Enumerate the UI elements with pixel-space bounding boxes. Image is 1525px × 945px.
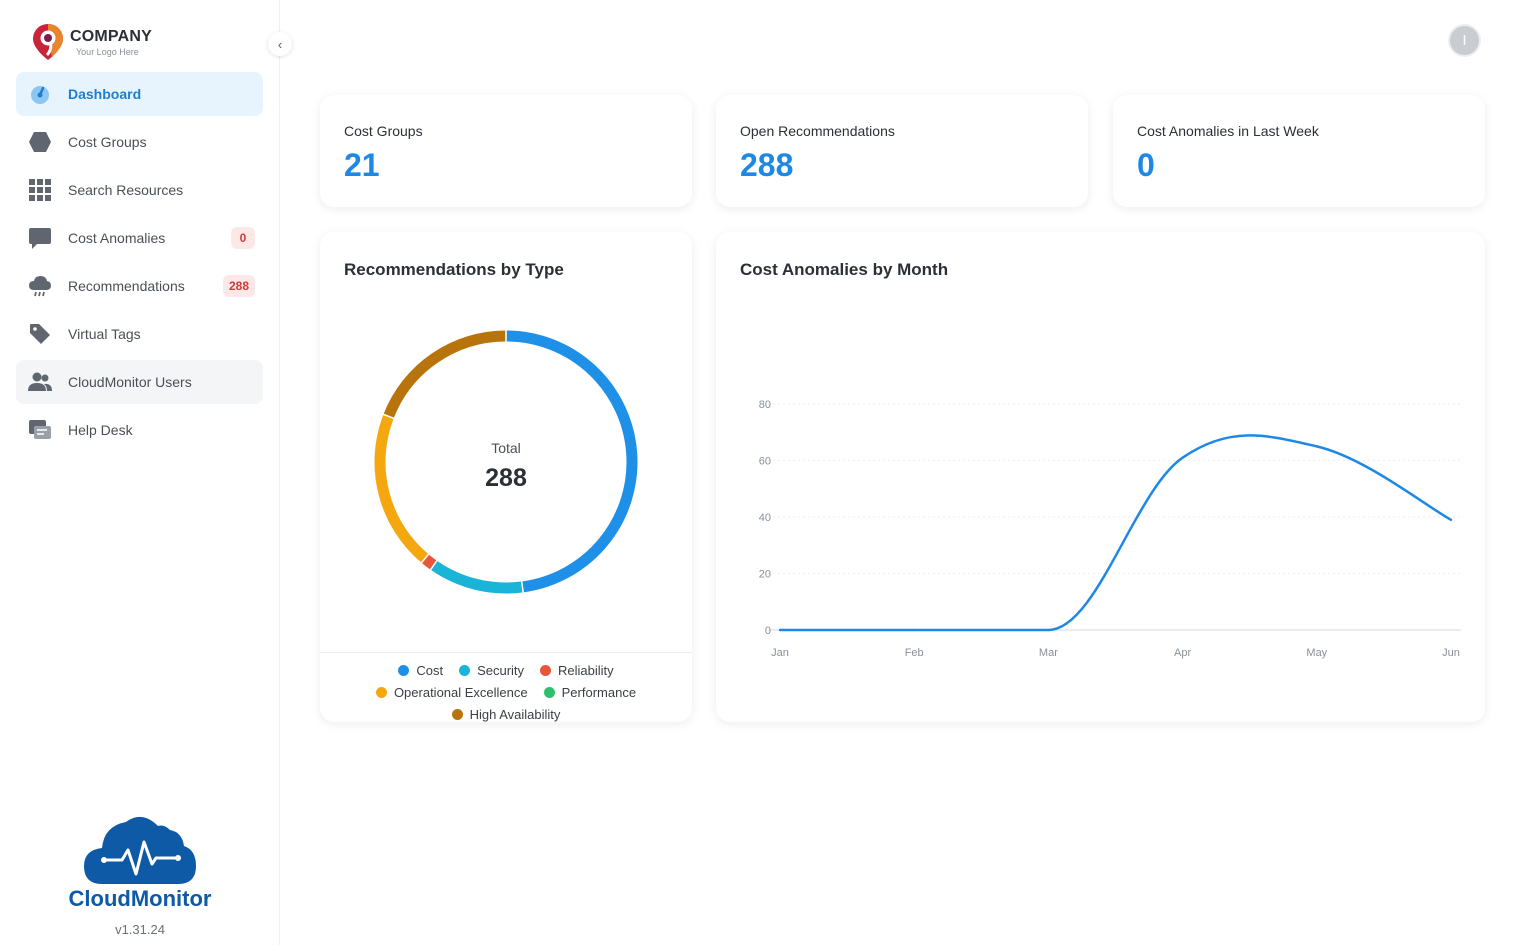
- legend-dot: [540, 664, 552, 676]
- sidebar-item-label: Cost Groups: [68, 134, 147, 150]
- stat-value: 21: [344, 147, 380, 183]
- legend-dot: [398, 664, 410, 676]
- legend-label: Operational Excellence: [393, 684, 528, 700]
- sidebar-item-label: Virtual Tags: [68, 326, 141, 342]
- brand-name: CloudMonitor: [68, 886, 212, 911]
- sidebar-nav: Dashboard Cost Groups Search Resources: [16, 72, 263, 456]
- data-point[interactable]: [1315, 445, 1318, 448]
- data-point[interactable]: [1449, 518, 1453, 522]
- sidebar-item-help-desk[interactable]: Help Desk: [16, 408, 263, 452]
- legend-item-cost[interactable]: Cost: [398, 663, 443, 678]
- donut-chart: [374, 330, 638, 594]
- sidebar-item-search-resources[interactable]: Search Resources: [16, 168, 263, 212]
- cloudmonitor-brand: CloudMonitor v1.31.24: [0, 812, 280, 937]
- cloudmonitor-cloud-icon: [84, 816, 196, 884]
- legend-label: High Availability: [469, 706, 561, 722]
- donut-slice-security[interactable]: [431, 561, 523, 594]
- tag-icon: [28, 322, 52, 346]
- sidebar-item-dashboard[interactable]: Dashboard: [16, 72, 263, 116]
- stat-value: 0: [1137, 147, 1155, 183]
- cloud-rain-icon: [28, 274, 52, 298]
- stat-title: Cost Anomalies in Last Week: [1137, 123, 1319, 139]
- stat-card-cost-anomalies-last-week[interactable]: Cost Anomalies in Last Week 0: [1113, 95, 1485, 207]
- x-tick-label: Apr: [1174, 647, 1191, 659]
- donut-center-value: 288: [485, 464, 527, 492]
- sidebar-item-label: Cost Anomalies: [68, 230, 166, 246]
- dashboard-gauge-icon: [28, 82, 52, 106]
- x-tick-label: May: [1306, 647, 1327, 659]
- sidebar-item-label: Recommendations: [68, 278, 185, 294]
- legend-dot: [451, 708, 463, 720]
- stat-value: 288: [740, 147, 794, 183]
- company-logo[interactable]: COMPANY Your Logo Here: [30, 22, 152, 62]
- legend-dot: [459, 664, 471, 676]
- sidebar: COMPANY Your Logo Here ‹ Dashboard Cost …: [0, 0, 292, 945]
- data-point[interactable]: [913, 628, 916, 632]
- legend-item-reliability[interactable]: Reliability: [540, 663, 614, 678]
- legend-label: Reliability: [558, 662, 614, 678]
- sidebar-item-label: Search Resources: [68, 182, 184, 198]
- series-line[interactable]: [780, 434, 1452, 632]
- legend-item-operational-excellence[interactable]: Operational Excellence: [375, 684, 528, 700]
- donut-slice-high-availability[interactable]: [383, 330, 506, 418]
- sidebar-item-label: Help Desk: [68, 422, 133, 438]
- legend-item-security[interactable]: Security: [459, 663, 524, 678]
- y-tick-label: 60: [759, 456, 771, 468]
- legend-dot: [543, 686, 555, 698]
- stat-title: Open Recommendations: [740, 123, 895, 139]
- sidebar-item-virtual-tags[interactable]: Virtual Tags: [16, 312, 263, 356]
- company-name: COMPANY: [70, 27, 152, 45]
- legend-item-performance[interactable]: Performance: [543, 684, 637, 700]
- help-desk-icon: [28, 418, 52, 442]
- chevron-left-icon: ‹: [277, 36, 283, 52]
- stat-card-open-recommendations[interactable]: Open Recommendations 288: [716, 95, 1088, 207]
- data-point[interactable]: [1181, 456, 1184, 459]
- sidebar-item-cost-anomalies[interactable]: Cost Anomalies 0: [16, 216, 263, 260]
- donut-center-label: Total: [491, 440, 521, 456]
- sidebar-item-label: CloudMonitor Users: [68, 374, 192, 390]
- donut-slice-cost[interactable]: [506, 330, 638, 593]
- legend-label: Cost: [416, 662, 444, 678]
- chat-bubble-icon: [28, 226, 52, 250]
- legend-item-high-availability[interactable]: High Availability: [451, 706, 561, 722]
- panel-title: Cost Anomalies by Month: [740, 260, 949, 279]
- legend-label: Security: [477, 662, 525, 678]
- y-tick-label: 20: [759, 569, 771, 581]
- stat-card-cost-groups[interactable]: Cost Groups 21: [320, 95, 692, 207]
- cost-anomalies-count-badge: 0: [231, 227, 255, 249]
- y-tick-label: 0: [765, 625, 771, 637]
- company-tagline: Your Logo Here: [76, 46, 139, 57]
- recommendations-count-badge: 288: [222, 275, 255, 297]
- sidebar-item-label: Dashboard: [68, 86, 142, 102]
- sidebar-item-cost-groups[interactable]: Cost Groups: [16, 120, 263, 164]
- sidebar-item-recommendations[interactable]: Recommendations 288: [16, 264, 263, 308]
- data-point[interactable]: [1047, 628, 1050, 632]
- location-pin-logo-icon: [33, 24, 63, 60]
- data-point[interactable]: [778, 628, 782, 632]
- hexagon-icon: [28, 130, 52, 154]
- recommendations-by-type-card: Recommendations by Type Total 288 Cost S…: [320, 232, 692, 722]
- legend-dot: [375, 686, 387, 698]
- grid-icon: [28, 178, 52, 202]
- panel-title: Recommendations by Type: [344, 260, 564, 279]
- x-tick-label: Feb: [905, 647, 924, 659]
- x-tick-label: Jun: [1442, 647, 1460, 659]
- x-tick-label: Mar: [1039, 647, 1058, 659]
- stat-title: Cost Groups: [344, 123, 423, 139]
- y-tick-label: 80: [759, 399, 771, 411]
- app-version: v1.31.24: [115, 922, 165, 937]
- legend-label: Performance: [561, 684, 637, 700]
- y-tick-label: 40: [759, 512, 771, 524]
- users-icon: [28, 370, 52, 394]
- donut-legend: Cost Security Reliability Operational Ex…: [320, 652, 692, 725]
- line-chart: 0 20 40 60 80 Jan Feb Mar Apr May Jun: [759, 399, 1461, 659]
- user-avatar[interactable]: I: [1448, 24, 1481, 57]
- sidebar-item-cloudmonitor-users[interactable]: CloudMonitor Users: [16, 360, 263, 404]
- cost-anomalies-by-month-card: Cost Anomalies by Month 0 20 40 60 80 Jan Feb M…: [716, 232, 1485, 722]
- donut-slice-reliability[interactable]: [422, 554, 437, 570]
- donut-slice-operational-excellence[interactable]: [374, 415, 429, 563]
- x-tick-label: Jan: [771, 647, 789, 659]
- collapse-sidebar-button[interactable]: ‹: [268, 32, 292, 56]
